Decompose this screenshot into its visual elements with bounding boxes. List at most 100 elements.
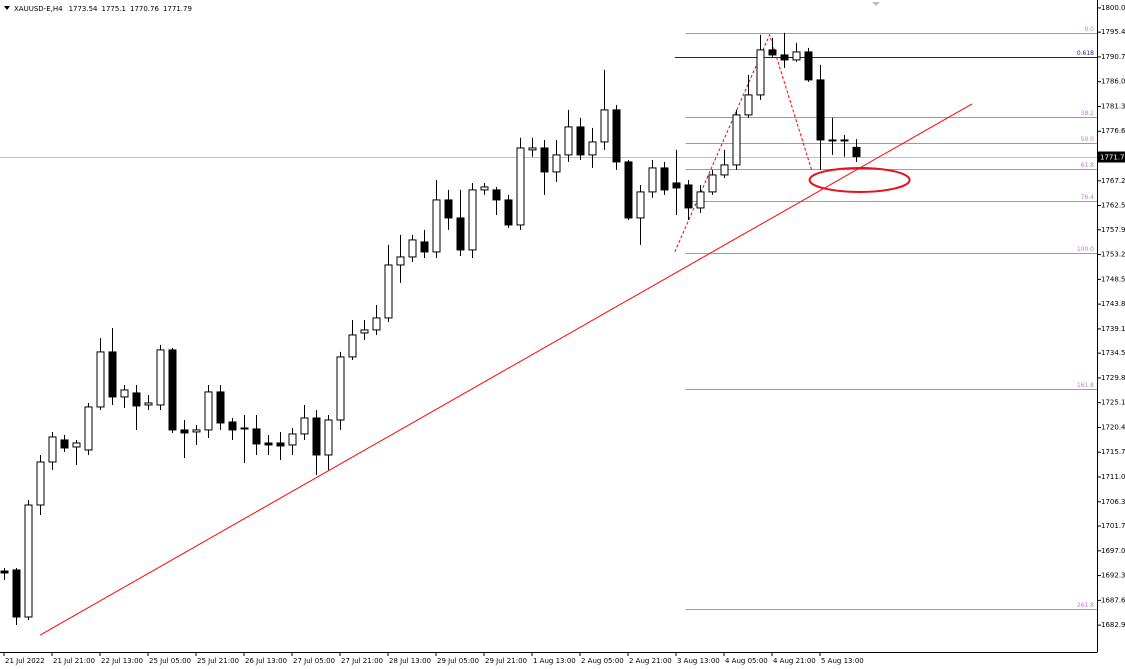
x-tick-label: 21 Jul 2022 bbox=[5, 657, 45, 665]
candle-body bbox=[312, 417, 321, 456]
candle-body bbox=[576, 126, 585, 156]
x-tick-label: 25 Jul 05:00 bbox=[149, 657, 191, 665]
header-high: 1775.1 bbox=[102, 5, 127, 13]
candle-body bbox=[288, 433, 297, 446]
candle-body bbox=[768, 49, 777, 56]
header-close: 1771.79 bbox=[163, 5, 192, 13]
candle-body bbox=[192, 429, 201, 433]
y-tick-label: 1757.90 bbox=[1101, 226, 1125, 234]
fib-level-label: 38.2 bbox=[1081, 110, 1095, 117]
menu-arrow[interactable] bbox=[4, 6, 10, 10]
candle-body bbox=[432, 199, 441, 253]
candle-body bbox=[96, 351, 105, 408]
fib-level-label: 50.0 bbox=[1081, 136, 1095, 143]
candle-body bbox=[792, 51, 801, 61]
candle-body bbox=[252, 428, 261, 445]
x-tick-label: 22 Jul 13:00 bbox=[101, 657, 143, 665]
level-label: 0.618 bbox=[1077, 50, 1094, 57]
current-price-tag bbox=[1098, 151, 1125, 163]
x-tick-label: 28 Jul 13:00 bbox=[389, 657, 431, 665]
candle-body bbox=[168, 349, 177, 431]
candle-body bbox=[108, 351, 117, 398]
x-tick-label: 2 Aug 05:00 bbox=[581, 657, 624, 665]
candle-body bbox=[120, 389, 129, 398]
candle-body bbox=[396, 256, 405, 266]
candle-body bbox=[612, 109, 621, 163]
symbol: XAUUSD-E,H4 bbox=[14, 5, 63, 13]
candle-body bbox=[816, 79, 825, 141]
candle-body bbox=[468, 189, 477, 251]
x-tick-label: 2 Aug 21:00 bbox=[629, 657, 672, 665]
candle-body bbox=[852, 146, 861, 158]
candle-body bbox=[840, 139, 849, 142]
candle-body bbox=[552, 154, 561, 173]
y-tick-label: 1786.00 bbox=[1101, 78, 1125, 86]
candle-body bbox=[564, 126, 573, 156]
fib-level-label: 61.8 bbox=[1081, 162, 1095, 169]
candle-body bbox=[492, 189, 501, 201]
candle-body bbox=[516, 147, 525, 226]
y-tick-label: 1762.50 bbox=[1101, 202, 1125, 210]
candle-body bbox=[684, 184, 693, 209]
candle-body bbox=[336, 356, 345, 421]
y-tick-label: 1753.20 bbox=[1101, 251, 1125, 259]
candle-body bbox=[204, 391, 213, 431]
candle-body bbox=[756, 49, 765, 96]
fib-level-label: 76.4 bbox=[1081, 194, 1095, 201]
y-tick-label: 1800.00 bbox=[1101, 4, 1125, 12]
x-tick-label: 1 Aug 13:00 bbox=[533, 657, 576, 665]
candle-body bbox=[528, 147, 537, 151]
x-tick-label: 25 Jul 21:00 bbox=[197, 657, 239, 665]
y-tick-label: 1687.60 bbox=[1101, 596, 1125, 604]
y-tick-label: 1795.40 bbox=[1101, 28, 1125, 36]
candle-body bbox=[408, 239, 417, 258]
y-tick-label: 1701.70 bbox=[1101, 522, 1125, 530]
fib-level-label: 261.8 bbox=[1077, 602, 1094, 609]
candle-body bbox=[444, 199, 453, 219]
candle-body bbox=[360, 329, 369, 334]
y-tick-label: 1725.10 bbox=[1101, 399, 1125, 407]
x-tick-label: 4 Aug 05:00 bbox=[725, 657, 768, 665]
y-tick-label: 1729.80 bbox=[1101, 374, 1125, 382]
candle-body bbox=[588, 141, 597, 156]
y-tick-label: 1743.80 bbox=[1101, 300, 1125, 308]
zigzag-line bbox=[674, 33, 813, 253]
candle-body bbox=[648, 167, 657, 193]
trend-line bbox=[39, 103, 973, 636]
candle-body bbox=[744, 94, 753, 116]
candle-body bbox=[48, 436, 57, 463]
y-tick-label: 1706.30 bbox=[1101, 498, 1125, 506]
candle-body bbox=[384, 264, 393, 319]
candle-body bbox=[540, 147, 549, 173]
fib-level-label: 161.8 bbox=[1077, 382, 1094, 389]
y-tick-label: 1715.70 bbox=[1101, 448, 1125, 456]
candle-body bbox=[72, 442, 81, 448]
candle-body bbox=[240, 427, 249, 430]
chart-header: XAUUSD-E,H4 1773.54 1775.1 1770.76 1771.79 bbox=[14, 5, 192, 13]
highlight-ellipse bbox=[808, 166, 911, 193]
x-tick-label: 27 Jul 21:00 bbox=[341, 657, 383, 665]
candle-body bbox=[276, 442, 285, 447]
scroll-marker bbox=[872, 2, 880, 6]
candle-body bbox=[504, 199, 513, 226]
fib-level-label: 100.0 bbox=[1077, 246, 1094, 253]
candle-body bbox=[732, 114, 741, 166]
x-tick-label: 27 Jul 05:00 bbox=[293, 657, 335, 665]
header-open: 1773.54 bbox=[69, 5, 98, 13]
candle-body bbox=[228, 421, 237, 431]
y-tick-label: 1711.00 bbox=[1101, 473, 1125, 481]
current-price-label: 1771.79 bbox=[1100, 154, 1125, 162]
candle-body bbox=[60, 439, 69, 449]
candle-body bbox=[804, 51, 813, 81]
x-tick-label: 5 Aug 13:00 bbox=[821, 657, 864, 665]
candle-body bbox=[0, 570, 9, 574]
y-tick-label: 1720.40 bbox=[1101, 423, 1125, 431]
header-low: 1770.76 bbox=[130, 5, 159, 13]
candle-body bbox=[348, 334, 357, 358]
candle-body bbox=[636, 191, 645, 219]
candle-body bbox=[300, 417, 309, 435]
y-tick-label: 1697.00 bbox=[1101, 547, 1125, 555]
